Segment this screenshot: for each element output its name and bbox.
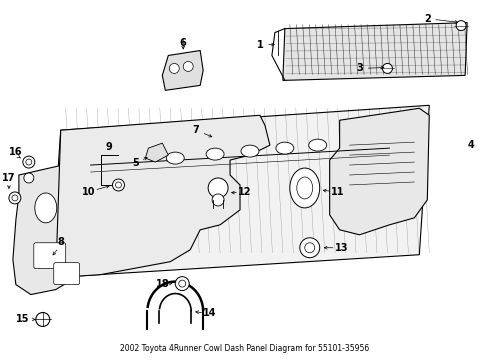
Polygon shape bbox=[56, 115, 269, 278]
Text: 14: 14 bbox=[203, 309, 217, 319]
Ellipse shape bbox=[35, 193, 57, 223]
Polygon shape bbox=[282, 23, 466, 80]
Text: 9: 9 bbox=[105, 142, 112, 152]
Polygon shape bbox=[145, 143, 168, 162]
Text: 11: 11 bbox=[330, 187, 344, 197]
Text: 13: 13 bbox=[334, 243, 347, 253]
Circle shape bbox=[26, 159, 32, 165]
Ellipse shape bbox=[289, 168, 319, 208]
Text: 10: 10 bbox=[81, 187, 95, 197]
Circle shape bbox=[382, 63, 392, 73]
Ellipse shape bbox=[275, 142, 293, 154]
Circle shape bbox=[112, 179, 124, 191]
Circle shape bbox=[23, 156, 35, 168]
Circle shape bbox=[24, 173, 34, 183]
Text: 12: 12 bbox=[238, 187, 251, 197]
Circle shape bbox=[115, 182, 121, 188]
Text: 15: 15 bbox=[16, 314, 30, 324]
Text: 8: 8 bbox=[57, 237, 64, 247]
Circle shape bbox=[212, 194, 224, 206]
Circle shape bbox=[175, 276, 189, 291]
Text: 1: 1 bbox=[256, 40, 263, 50]
Text: 4: 4 bbox=[467, 140, 473, 150]
Ellipse shape bbox=[296, 177, 312, 199]
Polygon shape bbox=[51, 105, 428, 278]
Text: 3: 3 bbox=[355, 63, 362, 73]
Text: 2: 2 bbox=[423, 14, 430, 24]
Text: 5: 5 bbox=[132, 158, 139, 168]
FancyBboxPatch shape bbox=[54, 263, 80, 285]
Text: 7: 7 bbox=[192, 125, 199, 135]
Text: 18: 18 bbox=[155, 279, 169, 289]
Text: 6: 6 bbox=[180, 37, 186, 48]
Circle shape bbox=[9, 192, 21, 204]
Circle shape bbox=[169, 63, 179, 73]
Polygon shape bbox=[329, 108, 428, 235]
Polygon shape bbox=[162, 50, 203, 90]
Circle shape bbox=[208, 178, 227, 198]
Circle shape bbox=[299, 238, 319, 258]
Ellipse shape bbox=[206, 148, 224, 160]
Circle shape bbox=[179, 280, 185, 287]
Circle shape bbox=[12, 195, 18, 201]
Polygon shape bbox=[13, 158, 130, 294]
Ellipse shape bbox=[308, 139, 326, 151]
Text: 17: 17 bbox=[2, 173, 16, 183]
Circle shape bbox=[36, 312, 50, 327]
Ellipse shape bbox=[166, 152, 184, 164]
Ellipse shape bbox=[241, 145, 259, 157]
Circle shape bbox=[304, 243, 314, 253]
FancyBboxPatch shape bbox=[34, 243, 65, 269]
Circle shape bbox=[183, 62, 193, 71]
Text: 2002 Toyota 4Runner Cowl Dash Panel Diagram for 55101-35956: 2002 Toyota 4Runner Cowl Dash Panel Diag… bbox=[120, 344, 368, 353]
Circle shape bbox=[455, 21, 465, 31]
Text: 16: 16 bbox=[9, 147, 22, 157]
